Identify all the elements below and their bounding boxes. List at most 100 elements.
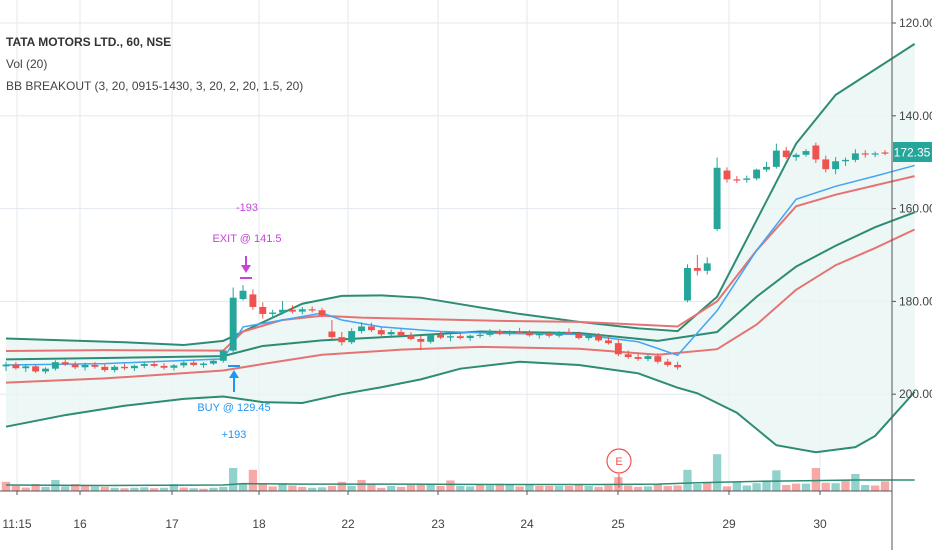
earnings-marker[interactable]: E <box>606 448 632 488</box>
candle-body <box>229 297 237 351</box>
volume-bar <box>683 469 692 491</box>
candle-body <box>71 364 79 368</box>
volume-bar <box>169 484 179 491</box>
candle-body <box>91 364 99 367</box>
candle-body <box>61 362 69 365</box>
candle-body <box>585 335 593 339</box>
candle-body <box>140 364 148 366</box>
candle-body <box>377 330 385 335</box>
candle-body <box>81 364 89 368</box>
time-tick-label: 30 <box>813 517 827 531</box>
candle-body <box>288 309 296 312</box>
candle-body <box>516 331 524 333</box>
candle-body <box>496 331 504 334</box>
candle-body <box>348 331 356 343</box>
volume-bar <box>752 483 761 491</box>
volume-bar <box>140 487 149 491</box>
buy-pnl-label: +193 <box>222 429 247 441</box>
volume-bar <box>821 482 830 491</box>
volume-bar <box>594 486 603 491</box>
volume-bar <box>564 485 574 491</box>
volume-bar <box>406 485 416 491</box>
candle-body <box>2 364 10 367</box>
candle-body <box>851 153 859 160</box>
price-axis[interactable]: 200.00 180.00 160.00 140.00 120.00 <box>892 16 932 401</box>
candle-body <box>308 309 316 311</box>
volume-bar <box>278 483 287 491</box>
volume-bar <box>456 485 465 491</box>
volume-bar <box>663 485 672 491</box>
volume-bar <box>446 480 455 491</box>
volume-bar <box>1 481 11 491</box>
volume-bar <box>791 483 801 491</box>
candle-body <box>367 326 375 331</box>
candlestick-series <box>2 142 889 374</box>
candle-body <box>782 150 790 158</box>
volume-bar <box>732 481 742 491</box>
candle-body <box>51 362 59 369</box>
volume-bar <box>535 485 544 491</box>
volume-bar <box>643 486 653 491</box>
bb-breakout-indicator-title[interactable]: BB BREAKOUT (3, 20, 0915-1430, 3, 20, 2,… <box>6 79 304 93</box>
candle-body <box>575 333 583 339</box>
volume-bar <box>229 468 238 491</box>
volume-bar <box>219 486 228 491</box>
candle-body <box>664 361 672 365</box>
volume-bar <box>327 485 337 491</box>
time-axis[interactable]: 11:15 16 17 18 22 23 24 25 29 30 <box>2 491 827 531</box>
volume-indicator-title[interactable]: Vol (20) <box>6 57 48 71</box>
time-tick-label: 22 <box>341 517 355 531</box>
volume-bar <box>70 484 80 491</box>
volume-bar <box>367 483 376 491</box>
time-tick-label: 17 <box>165 517 179 531</box>
candle-body <box>842 159 849 162</box>
volume-bar <box>584 485 593 491</box>
volume-bar <box>248 469 258 491</box>
candle-body <box>22 366 30 369</box>
volume-bar <box>653 484 662 491</box>
symbol-title[interactable]: TATA MOTORS LTD., 60, NSE <box>6 35 172 49</box>
volume-bar <box>199 488 208 491</box>
candle-body <box>772 150 780 167</box>
candle-body <box>121 366 128 369</box>
volume-bar <box>288 485 297 491</box>
volume-bar <box>238 483 248 491</box>
chart-legend: TATA MOTORS LTD., 60, NSE Vol (20) BB BR… <box>6 31 303 97</box>
candle-body <box>733 179 741 181</box>
volume-bar <box>604 485 613 491</box>
volume-bar <box>554 485 564 491</box>
candle-body <box>180 362 188 366</box>
volume-bar <box>574 485 583 491</box>
candle-body <box>753 169 761 179</box>
volume-bar <box>416 484 425 491</box>
candle-body <box>170 365 178 368</box>
volume-bar <box>120 488 129 491</box>
candle-body <box>624 354 632 358</box>
volume-bar <box>387 485 396 491</box>
candle-body <box>743 178 751 180</box>
volume-bar <box>624 485 633 491</box>
candle-body <box>456 336 464 339</box>
volume-bar <box>90 486 100 491</box>
volume-bar <box>337 481 346 491</box>
candle-body <box>713 167 721 230</box>
volume-bar <box>861 485 870 491</box>
candle-body <box>634 357 642 359</box>
volume-bar <box>712 454 722 491</box>
volume-bar <box>870 485 880 491</box>
exit-arrow-icon <box>240 256 252 279</box>
volume-bar <box>426 484 435 491</box>
candle-body <box>397 332 405 336</box>
candle-body <box>239 290 247 300</box>
candle-body <box>249 294 257 307</box>
candle-body <box>279 309 286 313</box>
volume-bar <box>308 487 317 491</box>
volume-bar <box>298 486 307 491</box>
volume-bar <box>801 483 811 491</box>
price-tick-label: 140.00 <box>899 109 932 123</box>
keltner-upper-line <box>5 175 915 353</box>
price-tick-label: 180.00 <box>899 294 932 308</box>
volume-bar <box>347 485 356 491</box>
candle-body <box>605 340 612 344</box>
